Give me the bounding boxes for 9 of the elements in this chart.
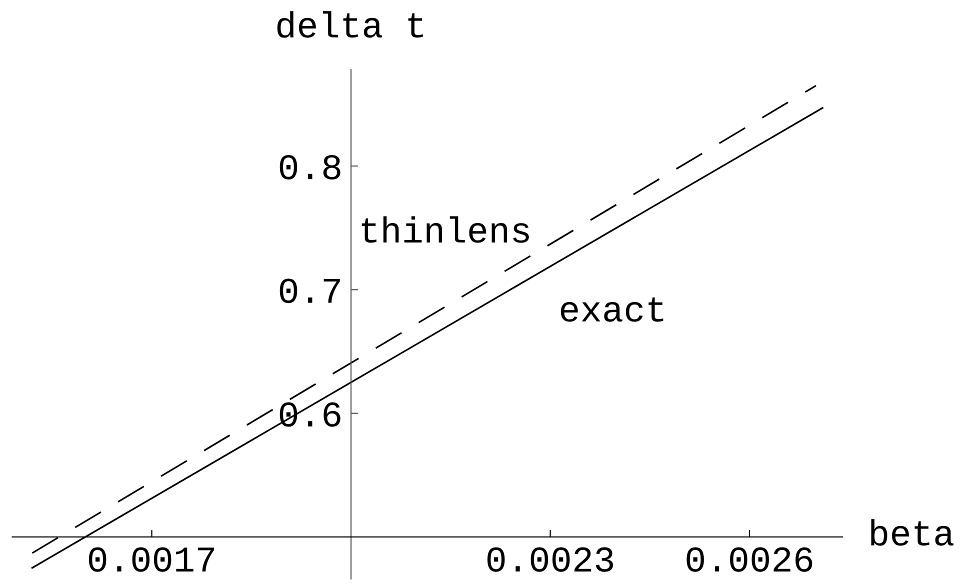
series-label: exact bbox=[560, 297, 664, 322]
x-axis-title: beta bbox=[871, 519, 954, 546]
y-tick-label: 0.8 bbox=[280, 154, 340, 180]
x-tick-label: 0.0026 bbox=[686, 547, 812, 572]
series-label: thinlens bbox=[362, 216, 529, 243]
y-tick-label: 0.7 bbox=[280, 278, 340, 304]
x-tick-label: 0.0023 bbox=[487, 547, 613, 572]
y-axis-title: delta t bbox=[277, 11, 423, 38]
x-tick-label: 0.0017 bbox=[88, 547, 214, 572]
